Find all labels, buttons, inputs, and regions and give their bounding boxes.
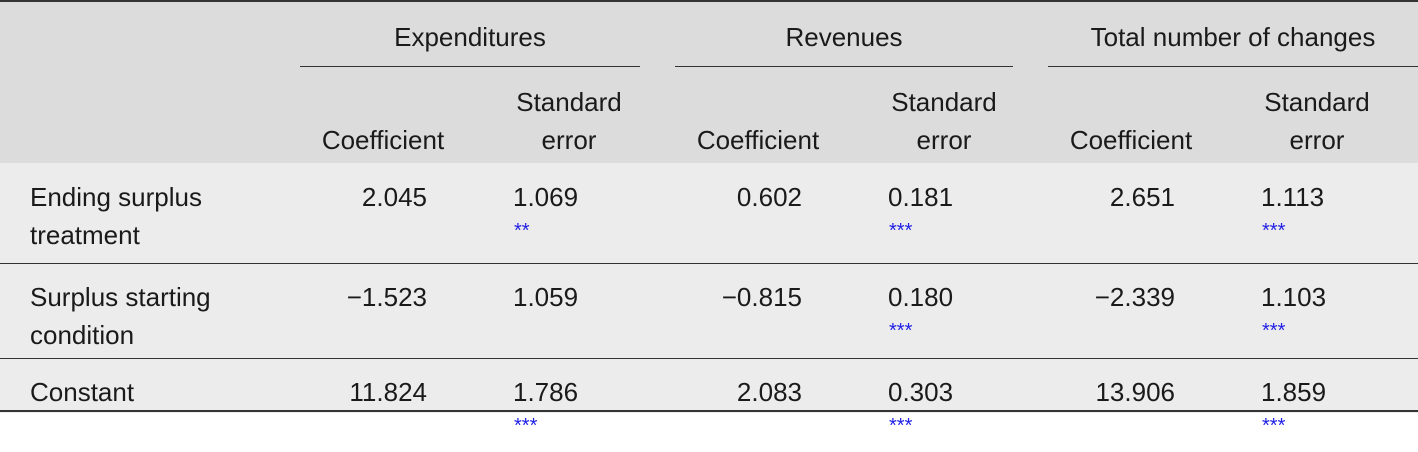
row-label: Ending surplus treatment <box>30 182 202 250</box>
coefficient: 13.906 <box>1095 377 1175 407</box>
standard-error: 1.069 ** <box>513 178 578 257</box>
group-title: Revenues <box>785 22 903 52</box>
column-header: Coefficient <box>1069 125 1193 155</box>
group-rule <box>675 66 1013 67</box>
significance-stars: ** <box>514 220 530 242</box>
standard-error: 1.103 *** <box>1261 278 1326 357</box>
se-value: 1.069 <box>513 182 579 212</box>
row-label: Surplus starting condition <box>30 282 211 350</box>
significance-stars: *** <box>1262 320 1286 342</box>
top-rule <box>0 0 1418 2</box>
significance-stars: *** <box>889 320 913 342</box>
se-value: 1.786 <box>513 377 579 407</box>
standard-error: 1.113 *** <box>1261 178 1324 257</box>
table-page: Expenditures Coefficient Standard error Rev… <box>0 0 1418 437</box>
se-value: 0.181 <box>888 182 954 212</box>
coefficient: −0.815 <box>721 282 802 312</box>
row-rule <box>0 263 1418 264</box>
se-value: 1.859 <box>1261 377 1327 407</box>
significance-stars: *** <box>889 415 913 437</box>
significance-stars: *** <box>514 415 538 437</box>
se-value: 0.303 <box>888 377 954 407</box>
column-header: Standard error <box>891 87 997 155</box>
column-header: Standard error <box>1264 87 1370 155</box>
coefficient: 0.602 <box>736 182 802 212</box>
significance-stars: *** <box>889 220 913 242</box>
coefficient: 2.083 <box>736 377 802 407</box>
standard-error: 0.180 *** <box>888 278 953 357</box>
significance-stars: *** <box>1262 415 1286 437</box>
group-rule <box>1048 66 1418 67</box>
coefficient: 11.824 <box>349 377 427 407</box>
column-header: Standard error <box>516 87 622 155</box>
se-value: 0.180 <box>888 282 954 312</box>
se-value: 1.103 <box>1261 282 1327 312</box>
coefficient: −2.339 <box>1094 282 1175 312</box>
se-value: 1.113 <box>1261 182 1325 212</box>
column-header: Coefficient <box>696 125 820 155</box>
header-background <box>0 0 1418 163</box>
se-value: 1.059 <box>513 282 579 312</box>
standard-error: 0.181 *** <box>888 178 953 257</box>
group-title: Expenditures <box>394 22 546 52</box>
standard-error: 1.059 <box>513 278 578 316</box>
coefficient: −1.523 <box>346 282 427 312</box>
group-rule <box>300 66 640 67</box>
significance-stars: *** <box>1262 220 1286 242</box>
group-title: Total number of changes <box>1090 22 1376 52</box>
column-header: Coefficient <box>321 125 445 155</box>
bottom-rule <box>0 410 1418 412</box>
row-rule <box>0 358 1418 359</box>
coefficient: 2.651 <box>1109 182 1175 212</box>
coefficient: 2.045 <box>361 182 427 212</box>
row-label: Constant <box>30 377 135 407</box>
